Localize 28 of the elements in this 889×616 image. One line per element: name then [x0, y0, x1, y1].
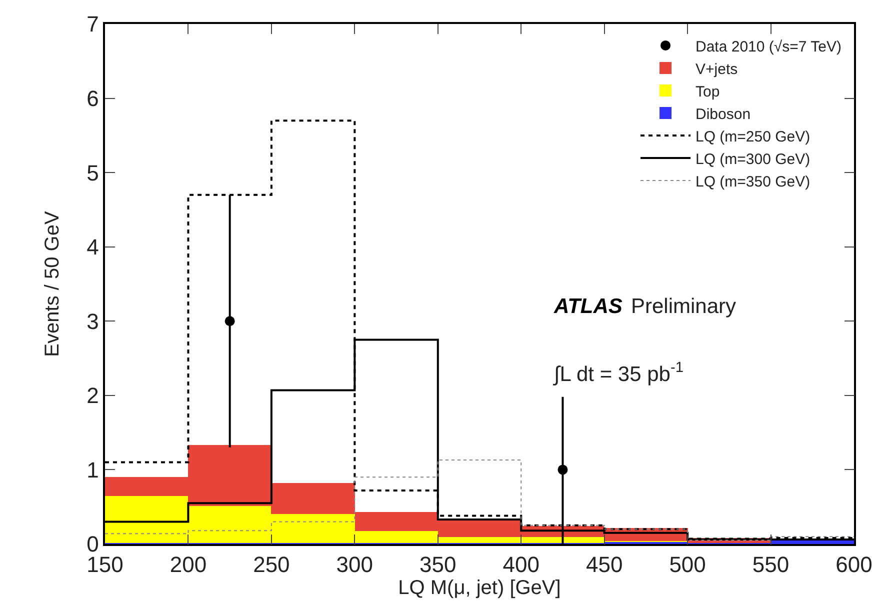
x-tick-label: 350 — [420, 552, 456, 578]
y-tick-label: 7 — [86, 12, 99, 37]
legend-label: LQ (m=350 GeV) — [696, 173, 810, 190]
x-tick-label: 550 — [752, 552, 790, 578]
annotation: Preliminary — [631, 295, 737, 318]
annotation: ∫L dt = 35 pb$^{-1}$ — [553, 360, 684, 386]
x-tick-label: 400 — [502, 552, 540, 578]
x-tick-label: 450 — [586, 552, 623, 578]
y-axis-title: Events / 50 GeV — [42, 210, 64, 357]
legend-label: Top — [696, 83, 720, 100]
annotation: ATLAS — [553, 295, 622, 318]
y-tick-label: 6 — [86, 86, 99, 111]
y-tick-label: 3 — [86, 308, 99, 334]
x-tick-label: 200 — [170, 552, 207, 578]
x-tick-label: 300 — [336, 552, 374, 578]
x-tick-label: 500 — [669, 552, 706, 578]
y-tick-label: 1 — [86, 457, 99, 482]
legend-label: V+jets — [696, 60, 738, 78]
y-tick-label: 4 — [86, 234, 99, 260]
x-axis-title: LQ M(μ, jet) [GeV] — [398, 577, 561, 600]
legend-label: LQ (m=250 GeV) — [696, 128, 810, 146]
legend-label: Data 2010 (√s=7 TeV) — [696, 38, 842, 56]
x-tick-label: 600 — [836, 552, 872, 578]
y-tick-label: 2 — [86, 383, 99, 408]
legend-label: Diboson — [696, 106, 751, 123]
legend-label: LQ (m=300 GeV) — [696, 150, 810, 168]
x-tick-label: 250 — [253, 552, 290, 578]
y-tick-label: 5 — [86, 160, 99, 186]
